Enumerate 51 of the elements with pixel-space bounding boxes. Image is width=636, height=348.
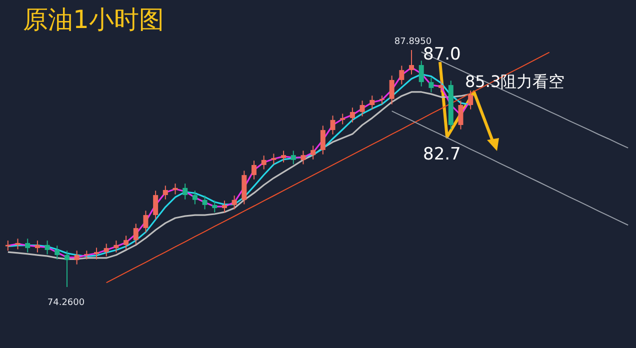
candlestick	[428, 77, 434, 93]
candlestick	[25, 238, 30, 253]
candlestick	[143, 210, 148, 233]
candlestick	[5, 240, 10, 252]
candlestick	[389, 75, 394, 105]
candlestick	[310, 145, 316, 160]
candlestick	[15, 238, 20, 250]
chart-title: 原油1小时图	[23, 5, 164, 34]
candlestick	[34, 240, 40, 253]
candlestick	[182, 183, 188, 200]
annotation: 87.0	[423, 44, 461, 65]
candlestick	[192, 190, 198, 205]
annotation: 82.7	[423, 144, 461, 164]
candlestick	[232, 195, 237, 210]
candlestick	[418, 60, 424, 87]
candlestick	[133, 223, 138, 245]
candlestick	[261, 155, 266, 170]
candlestick	[468, 90, 474, 110]
candlestick	[84, 250, 90, 260]
candlestick	[172, 183, 178, 195]
candlestick	[350, 107, 355, 123]
candlestick	[252, 160, 257, 180]
candlestick	[114, 240, 119, 253]
candlestick	[399, 65, 404, 85]
candlestick	[271, 153, 276, 165]
annotation: 87.8950	[394, 37, 432, 47]
candlestick	[124, 235, 129, 250]
candlestick	[340, 113, 346, 125]
candlestick	[162, 185, 168, 200]
candlestick	[54, 245, 60, 260]
annotation: 74.2600	[47, 298, 85, 308]
candlestick	[74, 250, 80, 265]
candlestick	[290, 150, 296, 165]
candlestick	[202, 195, 208, 210]
candlestick	[320, 125, 326, 155]
candlestick	[379, 95, 384, 105]
candlestick	[409, 50, 414, 75]
candlestick	[360, 100, 365, 117]
candlestick	[438, 80, 444, 93]
candlestick	[44, 240, 50, 255]
candlestick	[94, 247, 100, 260]
candlestick	[300, 150, 306, 165]
candlestick	[222, 200, 227, 213]
candlestick	[370, 95, 375, 110]
candlestick	[212, 200, 218, 213]
candlestick	[330, 115, 336, 135]
candlestick	[104, 243, 109, 257]
candlestick	[281, 150, 286, 163]
candlestick	[153, 190, 158, 220]
candlestick	[458, 100, 464, 130]
candlestick	[64, 250, 70, 288]
